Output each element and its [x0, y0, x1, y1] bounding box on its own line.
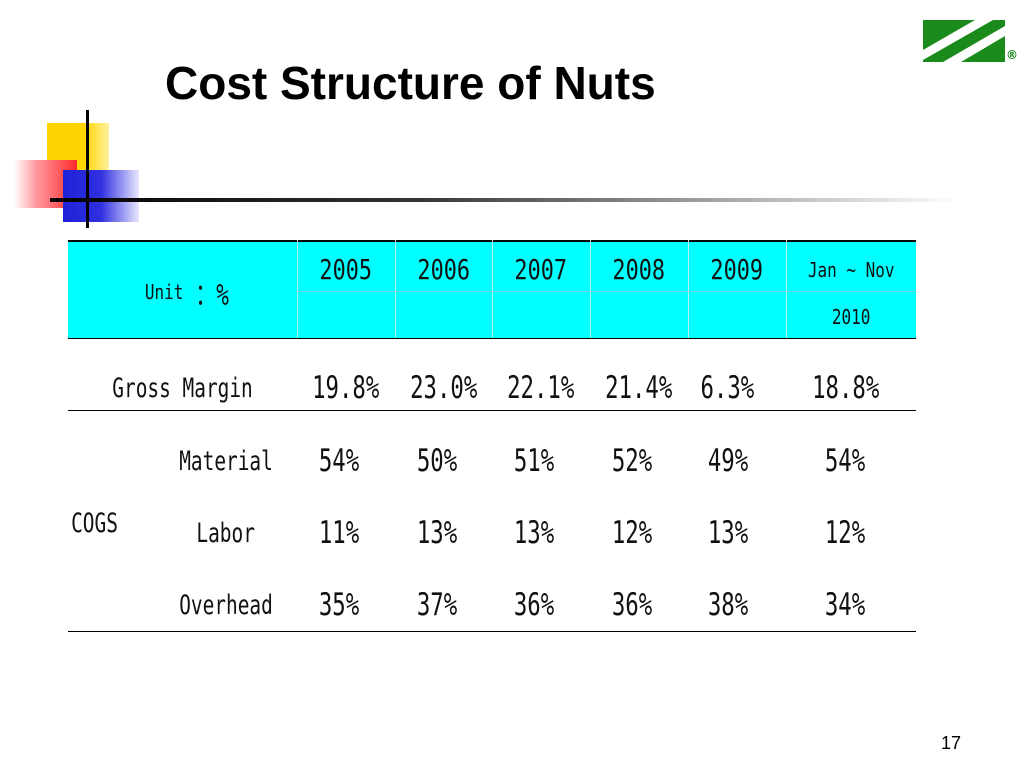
gross-margin-2006: 23.0%: [409, 370, 478, 406]
column-header-jan-nov: Jan ~ Nov: [807, 258, 895, 282]
page-number: 17: [941, 733, 962, 753]
column-header-2007: 2007: [514, 252, 568, 286]
overhead-label: Overhead: [179, 589, 273, 621]
material-2006: 50%: [416, 443, 457, 479]
gross-margin-2007: 22.1%: [507, 370, 575, 406]
overhead-2006: 37%: [416, 587, 457, 623]
decor-blue-square: [63, 170, 139, 222]
column-header-2010: 2010: [831, 305, 871, 329]
labor-2008: 12%: [611, 515, 653, 551]
gross-margin-bottom-rule: [68, 410, 916, 411]
header-divider: [492, 240, 493, 338]
material-2009: 49%: [707, 443, 749, 479]
header-divider: [297, 240, 298, 338]
overhead-2008: 36%: [611, 587, 653, 623]
material-2005: 54%: [318, 443, 360, 479]
decor-horizontal-rule: [50, 198, 960, 202]
cogs-label: COGS: [71, 507, 119, 539]
material-2008: 52%: [611, 443, 653, 479]
stripe-logo-icon: [923, 20, 1005, 67]
labor-2010: 12%: [824, 515, 866, 551]
unit-label: Unit ：%: [108, 270, 268, 314]
column-header-2006: 2006: [417, 252, 470, 286]
header-divider: [688, 240, 689, 338]
column-header-2009: 2009: [710, 252, 764, 286]
material-2010: 54%: [824, 443, 866, 479]
material-2007: 51%: [513, 443, 555, 479]
header-bottom-rule: [68, 338, 916, 339]
material-label: Material: [179, 445, 273, 477]
overhead-2007: 36%: [513, 587, 555, 623]
slide-title: Cost Structure of Nuts: [165, 57, 656, 109]
decor-vertical-line: [86, 110, 89, 228]
overhead-2009: 38%: [707, 587, 749, 623]
header-divider: [590, 240, 591, 338]
table-bottom-rule: [68, 631, 916, 632]
column-header-2005: 2005: [319, 252, 373, 286]
header-mid-divider: [297, 291, 916, 292]
overhead-2010: 34%: [824, 587, 866, 623]
gross-margin-2008: 21.4%: [605, 370, 673, 406]
labor-label: Labor: [196, 517, 256, 549]
header-divider: [395, 240, 396, 338]
registered-mark: ®: [1006, 48, 1018, 62]
labor-2006: 13%: [416, 515, 457, 551]
gross-margin-2005: 19.8%: [312, 370, 380, 406]
gross-margin-2010: 18.8%: [812, 370, 880, 406]
labor-2005: 11%: [318, 515, 360, 551]
unit-symbol: ：%: [195, 278, 229, 313]
overhead-2005: 35%: [318, 587, 360, 623]
gross-margin-label: Gross Margin: [112, 372, 253, 404]
column-header-2008: 2008: [612, 252, 666, 286]
header-divider: [786, 240, 787, 338]
gross-margin-2009: 6.3%: [700, 370, 754, 406]
labor-2009: 13%: [707, 515, 749, 551]
cost-table: Unit ：% 2005 2006 2007 2008 2009 Jan ~ N…: [68, 240, 916, 632]
labor-2007: 13%: [513, 515, 555, 551]
unit-prefix: Unit: [144, 280, 184, 304]
